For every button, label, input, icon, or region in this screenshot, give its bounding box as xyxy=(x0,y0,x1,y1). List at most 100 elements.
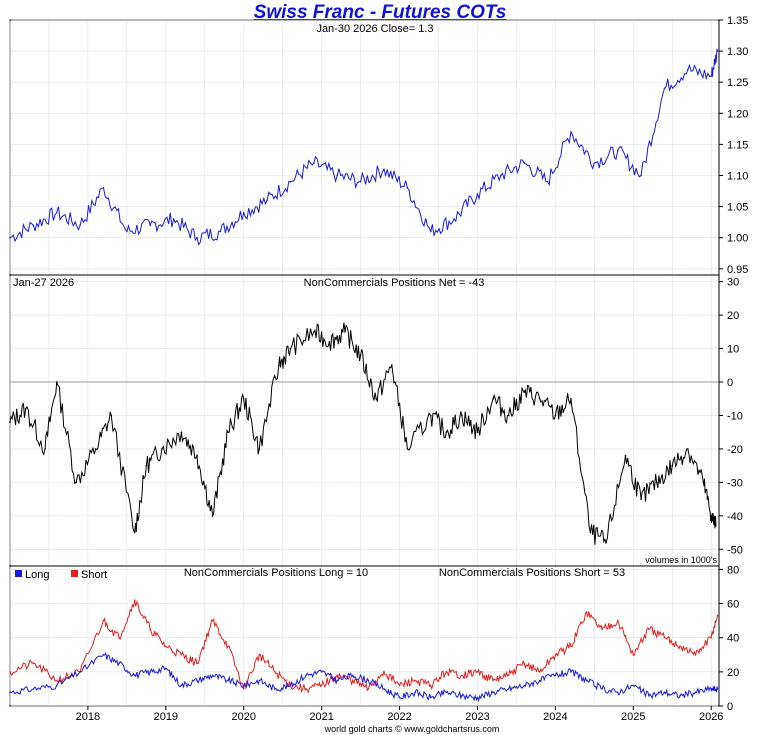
short-point xyxy=(570,645,572,648)
positions-ytick-label: 60 xyxy=(727,599,739,611)
long-point xyxy=(461,694,463,697)
price-point xyxy=(9,236,11,239)
net-point xyxy=(94,448,97,450)
long-point xyxy=(367,679,370,682)
price-point xyxy=(172,218,175,220)
xtick-label: 2021 xyxy=(309,711,333,723)
net-point xyxy=(406,448,409,450)
short-point xyxy=(398,684,401,687)
short-point xyxy=(539,671,541,673)
price-ytick-label: 1.30 xyxy=(727,46,748,58)
series-layer xyxy=(9,48,719,703)
short-point xyxy=(367,688,370,690)
price-ytick-label: 1.35 xyxy=(727,15,748,27)
short-point xyxy=(133,599,136,601)
net-point xyxy=(671,464,674,467)
net-point xyxy=(242,397,245,400)
long-point xyxy=(414,691,416,694)
long-point xyxy=(523,684,526,687)
price-point xyxy=(383,168,385,171)
net-point xyxy=(429,414,432,417)
long-point xyxy=(539,679,541,682)
net-point xyxy=(539,397,541,400)
long-point xyxy=(679,694,681,697)
long-point xyxy=(9,691,11,694)
price-point xyxy=(716,50,719,52)
short-point xyxy=(102,619,105,622)
footer-credit: world gold charts © www.goldchartsrus.co… xyxy=(324,724,500,734)
short-point xyxy=(414,679,416,682)
positions-ytick-label: 80 xyxy=(727,564,739,576)
net-point xyxy=(196,454,198,457)
net-point xyxy=(476,431,479,434)
long-point xyxy=(383,688,385,690)
long-point xyxy=(492,691,494,694)
net-point xyxy=(211,515,214,517)
short-point xyxy=(165,645,167,648)
long-point xyxy=(211,674,214,677)
xtick-label: 2025 xyxy=(621,711,645,723)
net-point xyxy=(390,364,393,367)
short-point xyxy=(523,662,526,665)
net-point xyxy=(313,331,315,333)
net-point xyxy=(110,414,113,417)
short-point xyxy=(180,653,183,656)
short-point xyxy=(196,662,198,665)
long-point xyxy=(274,688,276,690)
long-point xyxy=(663,691,666,694)
price-point xyxy=(242,212,245,214)
short-point xyxy=(507,674,510,677)
price-ytick-label: 1.20 xyxy=(727,108,748,120)
net-point xyxy=(344,331,346,333)
price-point xyxy=(336,174,339,177)
short-point xyxy=(352,679,354,682)
legend-short-swatch xyxy=(71,570,78,577)
price-point xyxy=(32,224,35,227)
net-point xyxy=(715,525,717,527)
long-point xyxy=(102,653,105,656)
xtick-label: 2023 xyxy=(465,711,489,723)
short-point xyxy=(461,674,463,677)
long-point xyxy=(55,684,58,687)
short-point xyxy=(211,619,214,622)
net-point xyxy=(605,541,607,544)
long-point xyxy=(79,671,81,673)
price-point xyxy=(453,218,455,220)
price-point xyxy=(663,87,666,90)
long-point xyxy=(196,679,198,682)
volume-note: volumes in 1000's xyxy=(645,555,717,565)
short-point xyxy=(336,674,339,677)
net-point xyxy=(507,414,510,417)
net-point xyxy=(702,481,705,484)
net-point xyxy=(133,531,136,534)
long-point xyxy=(585,679,588,682)
price-point xyxy=(429,230,432,233)
long-point xyxy=(554,674,557,677)
long-point xyxy=(133,674,136,677)
long-point xyxy=(648,694,650,697)
short-point xyxy=(305,688,307,690)
price-point xyxy=(126,230,128,233)
long-point xyxy=(305,674,307,677)
xtick-label: 2020 xyxy=(231,711,255,723)
long-point xyxy=(118,662,120,665)
xtick-label: 2019 xyxy=(154,711,178,723)
short-point xyxy=(679,645,681,648)
short-point xyxy=(55,679,58,682)
short-point xyxy=(694,653,697,656)
long-point xyxy=(289,684,292,687)
net-point xyxy=(687,448,689,450)
xtick-label: 2018 xyxy=(76,711,100,723)
net-point xyxy=(523,391,526,393)
price-point xyxy=(79,224,81,227)
axis-layer: 0.95 1.00 1.05 1.10 1.15 1.20 1.25 1.30 1.35 -50 -… xyxy=(76,15,749,723)
short-point xyxy=(320,684,323,687)
short-point xyxy=(710,636,713,639)
net-point xyxy=(624,454,627,457)
price-ytick-label: 1.10 xyxy=(727,170,748,182)
net-point xyxy=(258,448,261,450)
price-point xyxy=(593,162,596,164)
short-point xyxy=(663,636,666,639)
short-point xyxy=(274,671,276,673)
long-point xyxy=(716,688,719,690)
